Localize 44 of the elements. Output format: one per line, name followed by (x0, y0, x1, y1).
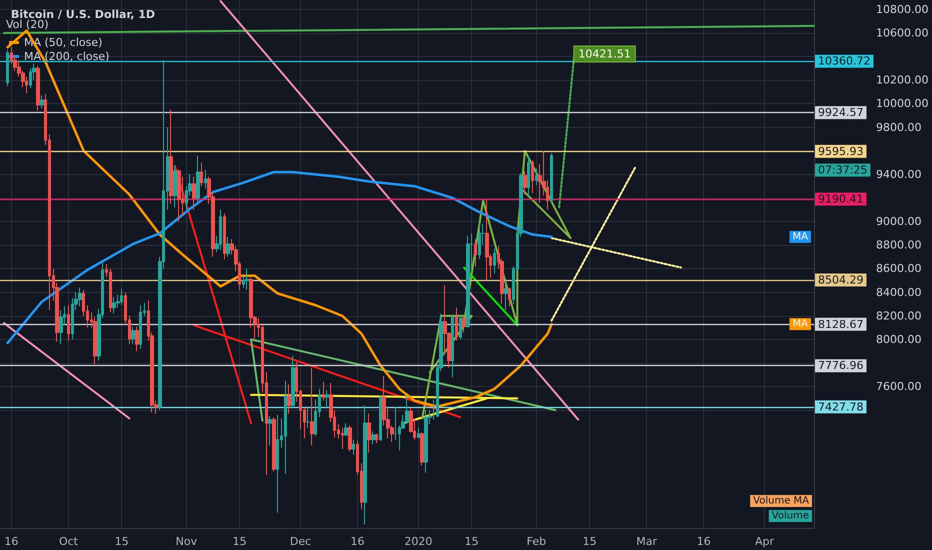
x-tick-label: 15 (464, 535, 479, 548)
ref-line-label: 9924.57 (818, 106, 864, 120)
y-tick-label: 10600.00 (876, 26, 928, 40)
annotation: Vol (20) (6, 18, 49, 31)
annotation: Volume (772, 510, 810, 522)
ref-line-label: 8128.67 (818, 318, 864, 331)
y-tick-label: 10200.00 (876, 74, 928, 87)
x-tick-label: Oct (58, 535, 79, 548)
y-tick-label: 8000.00 (876, 332, 922, 346)
x-tick-label: 2020 (404, 535, 432, 548)
y-tick-label: 8600.00 (876, 262, 922, 276)
x-tick-label: 16 (696, 535, 711, 548)
ref-line-label: 9190.41 (818, 192, 864, 206)
ref-line-label: 10360.72 (818, 54, 870, 68)
y-tick-label: 8400.00 (876, 286, 922, 299)
y-tick-label: 10000.00 (876, 97, 928, 110)
x-tick-label: 16 (350, 535, 365, 548)
x-tick-label: 15 (232, 535, 247, 548)
annotation: MA (792, 318, 808, 330)
y-tick-label: 10800.00 (876, 2, 928, 16)
x-tick-label: Nov (176, 535, 198, 548)
annotation: 10421.51 (578, 48, 631, 61)
y-tick-label: 7600.00 (876, 380, 922, 394)
text: 07:37:25 (818, 164, 868, 177)
y-tick-label: 8200.00 (876, 309, 922, 322)
text: Bitcoin / U.S. Dollar, 1D (11, 8, 156, 21)
annotation: Volume MA (753, 496, 810, 506)
x-tick-label: 16 (4, 535, 18, 548)
ref-line-label: 8504.29 (818, 273, 864, 286)
x-tick-label: Mar (636, 535, 658, 548)
y-tick-label: 9000.00 (876, 215, 922, 228)
annotation: MA (792, 231, 808, 242)
x-tick-label: 15 (114, 535, 129, 548)
x-tick-label: Apr (755, 535, 775, 548)
ref-line-label: 9595.93 (818, 144, 864, 158)
y-tick-label: 8800.00 (876, 238, 922, 252)
y-tick-label: 9400.00 (876, 168, 922, 181)
x-tick-label: Feb (526, 535, 546, 548)
ref-line-label: 7776.96 (818, 359, 864, 372)
ref-line-label: 7427.78 (818, 400, 864, 414)
legend-label: MA (200, close) (24, 50, 110, 63)
x-tick-label: 15 (582, 535, 597, 548)
x-tick-label: Dec (290, 535, 312, 548)
y-tick-label: 9800.00 (876, 120, 922, 134)
